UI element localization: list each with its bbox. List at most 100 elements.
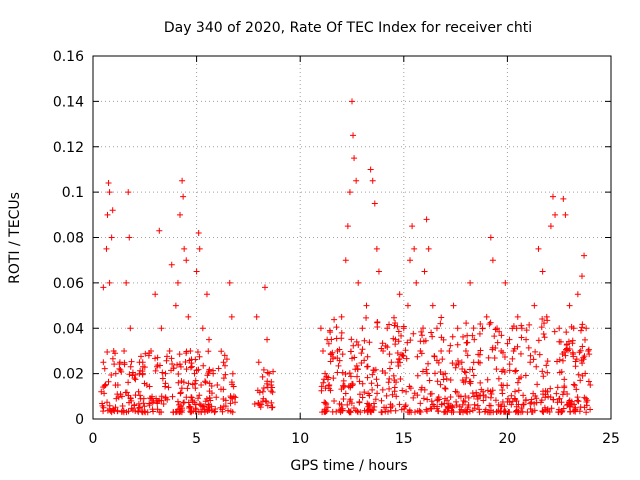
data-point (191, 370, 198, 377)
data-point (227, 400, 234, 407)
data-point (201, 403, 208, 410)
data-point (444, 397, 451, 404)
data-point (577, 327, 584, 334)
chart-title: Day 340 of 2020, Rate Of TEC Index for r… (164, 20, 532, 36)
data-point (152, 367, 159, 374)
x-axis-label: GPS time / hours (290, 458, 407, 474)
data-point (501, 353, 508, 360)
data-point (318, 383, 325, 390)
data-point (334, 369, 341, 376)
data-point (123, 279, 130, 286)
data-point (200, 362, 207, 369)
data-point (157, 409, 164, 416)
data-point (185, 380, 192, 387)
data-point (196, 353, 203, 360)
data-point (373, 376, 380, 383)
data-point (324, 336, 331, 343)
data-point (112, 404, 119, 411)
data-point (379, 340, 386, 347)
data-point (221, 352, 228, 359)
data-point (347, 384, 354, 391)
data-point (230, 383, 237, 390)
data-point (111, 361, 118, 368)
data-point (322, 408, 329, 415)
data-point (334, 355, 341, 362)
data-point (154, 362, 161, 369)
data-point (398, 332, 405, 339)
data-point (484, 387, 491, 394)
data-point (530, 390, 537, 397)
data-point (268, 399, 275, 406)
data-point (168, 367, 175, 374)
data-point (101, 365, 108, 372)
data-point (575, 398, 582, 405)
data-point (147, 395, 154, 402)
data-point (150, 408, 157, 415)
data-point (539, 315, 546, 322)
data-point (105, 180, 112, 187)
data-point (100, 404, 107, 411)
data-point (326, 381, 333, 388)
data-point (164, 353, 171, 360)
data-point (437, 381, 444, 388)
data-point (470, 393, 477, 400)
data-point (378, 397, 385, 404)
data-point (396, 401, 403, 408)
data-point (486, 321, 493, 328)
data-point (476, 392, 483, 399)
x-tick-label: 0 (89, 431, 98, 447)
data-point (410, 330, 417, 337)
data-point (578, 273, 585, 280)
data-point (379, 409, 386, 416)
data-point (196, 245, 203, 252)
data-point (513, 325, 520, 332)
data-point (122, 389, 129, 396)
data-point (434, 378, 441, 385)
data-point (427, 405, 434, 412)
data-point (509, 355, 516, 362)
data-point (345, 407, 352, 414)
x-tick-label: 10 (291, 431, 309, 447)
data-point (385, 379, 392, 386)
data-point (425, 245, 432, 252)
x-tick-label: 25 (602, 431, 620, 447)
data-point (386, 385, 393, 392)
data-point (470, 325, 477, 332)
data-point (469, 390, 476, 397)
data-point (399, 352, 406, 359)
data-point (98, 388, 105, 395)
data-point (518, 322, 525, 329)
data-point (131, 375, 138, 382)
data-point (465, 402, 472, 409)
data-point (515, 409, 522, 416)
data-point (356, 378, 363, 385)
data-point (423, 406, 430, 413)
data-point (550, 396, 557, 403)
data-point (371, 200, 378, 207)
data-point (452, 364, 459, 371)
data-point (398, 351, 405, 358)
data-point (364, 374, 371, 381)
data-point (253, 313, 260, 320)
data-point (473, 389, 480, 396)
data-point (135, 388, 142, 395)
data-point (128, 358, 135, 365)
data-point (203, 291, 210, 298)
data-point (259, 373, 266, 380)
data-point (538, 324, 545, 331)
data-point (115, 394, 122, 401)
axis-ticks (92, 55, 612, 420)
data-point (449, 360, 456, 367)
data-point (192, 377, 199, 384)
data-point (487, 402, 494, 409)
data-point (383, 392, 390, 399)
data-point (132, 371, 139, 378)
data-point (487, 319, 494, 326)
data-point (322, 370, 329, 377)
data-point (116, 359, 123, 366)
data-point (404, 339, 411, 346)
data-point (353, 177, 360, 184)
data-point (260, 395, 267, 402)
data-point (175, 379, 182, 386)
data-point (179, 407, 186, 414)
